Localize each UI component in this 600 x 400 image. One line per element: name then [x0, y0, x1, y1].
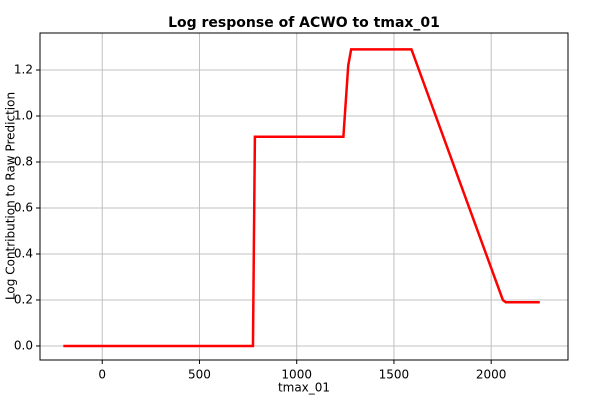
y-tick-label: 0.2 [14, 292, 33, 306]
x-tick-label: 0 [98, 368, 106, 382]
x-tick-label: 500 [188, 368, 211, 382]
chart-title: Log response of ACWO to tmax_01 [168, 15, 440, 31]
x-tick-label: 1000 [281, 368, 312, 382]
y-tick-label: 1.2 [14, 63, 33, 77]
y-tick-label: 0.4 [14, 246, 33, 260]
x-axis-label: tmax_01 [278, 381, 330, 395]
x-tick-label: 2000 [476, 368, 507, 382]
plot-frame [39, 32, 569, 361]
y-tick-label: 0.8 [14, 155, 33, 169]
y-axis-label: Log Contribution to Raw Prediction [4, 92, 18, 300]
x-tick-label: 1500 [379, 368, 410, 382]
y-tick-label: 0.0 [14, 338, 33, 352]
y-tick-label: 0.6 [14, 200, 33, 214]
data-line [63, 48, 540, 348]
y-tick-label: 1.0 [14, 109, 33, 123]
